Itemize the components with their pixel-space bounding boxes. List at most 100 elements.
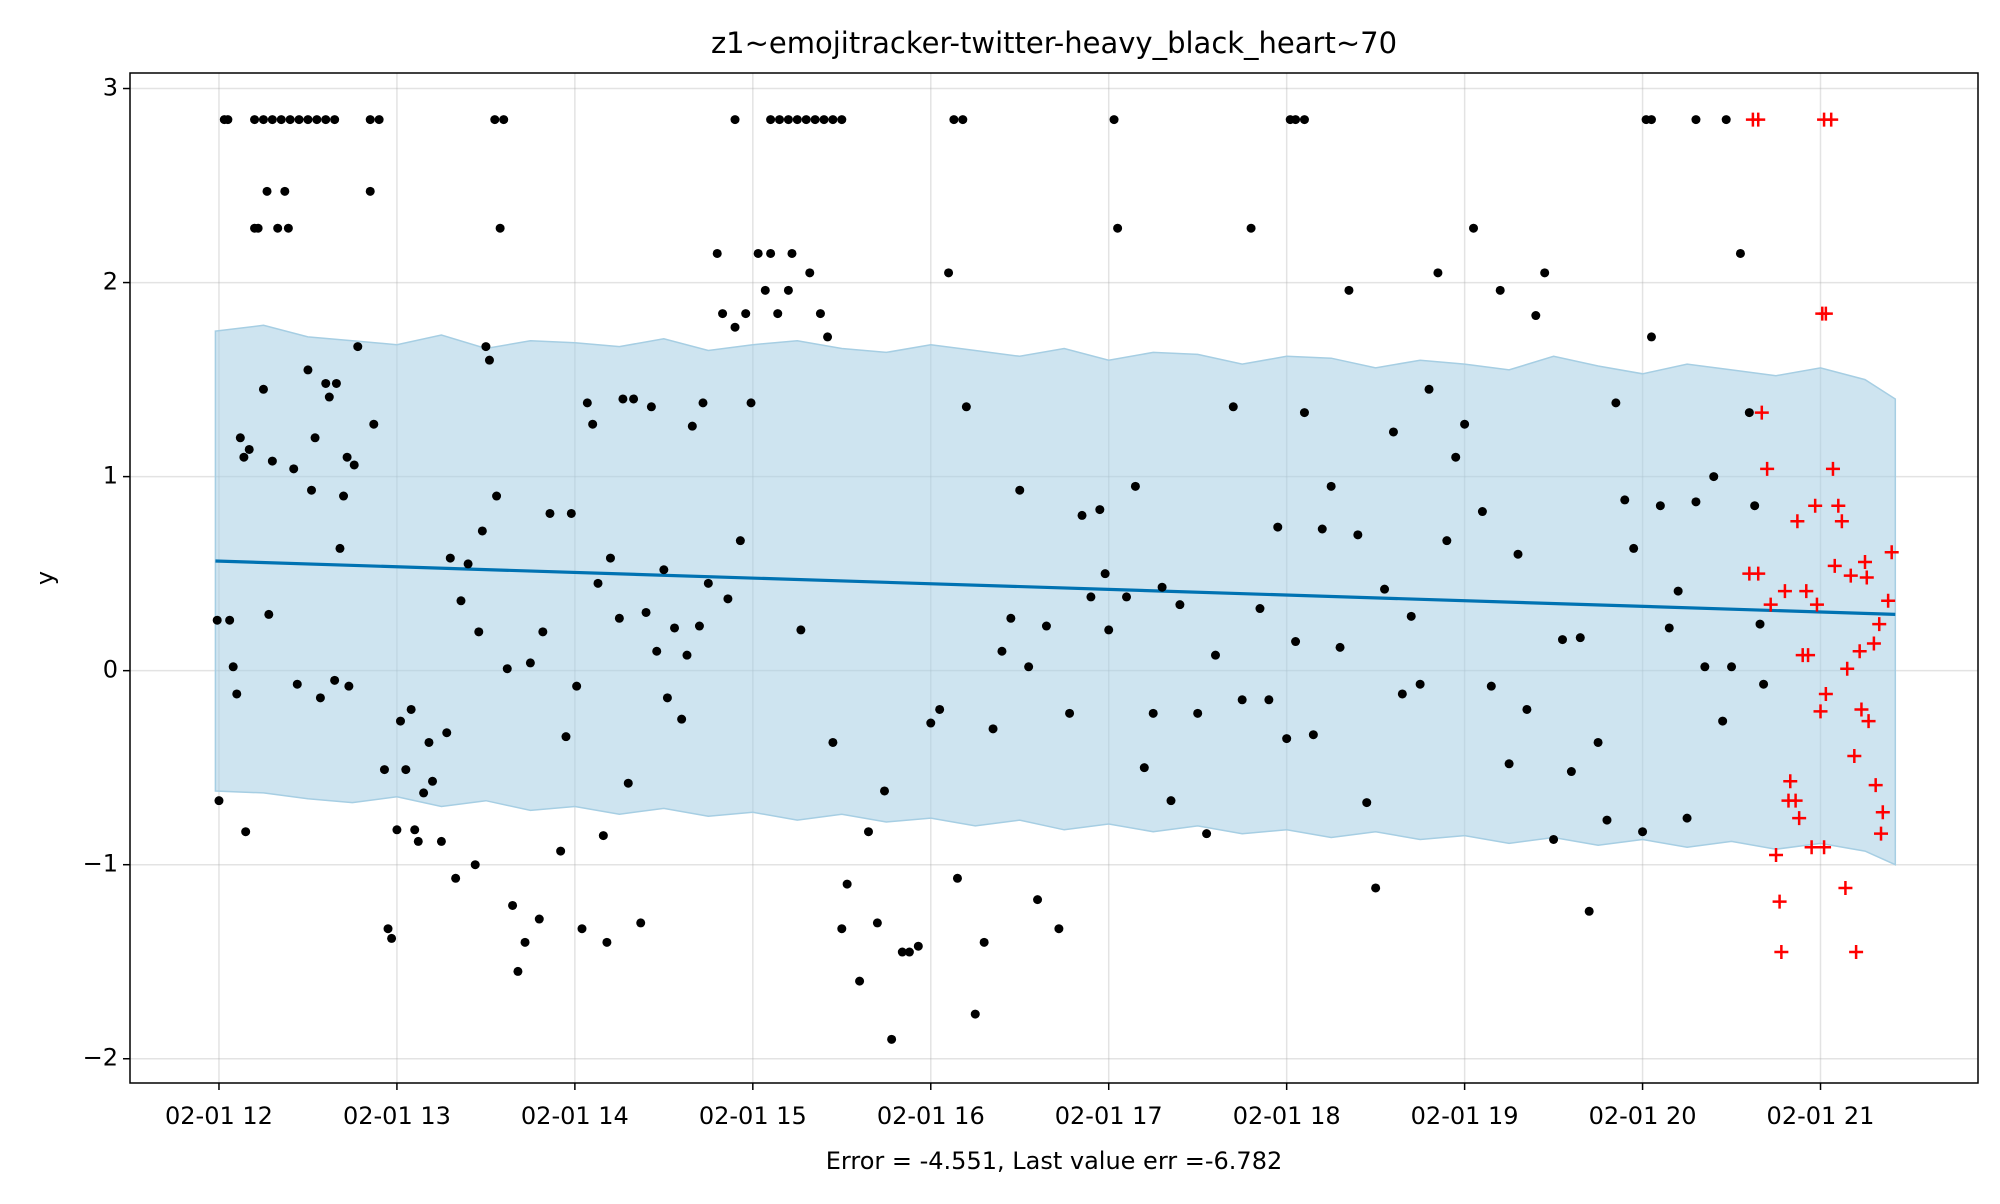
point: [1104, 625, 1114, 635]
point: [342, 452, 352, 462]
point: [1139, 763, 1149, 773]
point: [1673, 586, 1683, 596]
point: [406, 704, 416, 714]
point: [303, 365, 313, 375]
point: [481, 342, 491, 352]
point: [1721, 115, 1731, 125]
point: [796, 625, 806, 635]
point: [1291, 115, 1301, 125]
point: [753, 248, 763, 258]
point: [451, 873, 461, 883]
plus-point: [1854, 702, 1869, 717]
point: [652, 646, 662, 656]
point: [244, 444, 254, 454]
point: [1246, 223, 1256, 233]
point: [766, 115, 776, 125]
point: [1033, 895, 1043, 905]
point: [904, 947, 914, 957]
point: [235, 433, 245, 443]
point: [961, 402, 971, 412]
point: [970, 1009, 980, 1019]
point: [470, 860, 480, 870]
x-axis-label: Error = -4.551, Last value err =-6.782: [826, 1147, 1282, 1175]
point: [365, 186, 375, 196]
point: [775, 115, 785, 125]
point: [1495, 285, 1505, 295]
plus-point: [1872, 617, 1887, 632]
plus-point: [1790, 514, 1805, 529]
point: [1397, 689, 1407, 699]
point: [1371, 883, 1381, 893]
point: [730, 322, 740, 332]
point: [949, 115, 959, 125]
point: [1691, 497, 1701, 507]
chart-title: z1~emojitracker-twitter-heavy_black_hear…: [711, 26, 1397, 60]
point: [1549, 834, 1559, 844]
point: [1442, 536, 1452, 546]
plus-point: [1843, 568, 1858, 583]
point: [1718, 716, 1728, 726]
plus-point: [1838, 880, 1853, 895]
point: [766, 248, 776, 258]
point: [662, 693, 672, 703]
point: [641, 607, 651, 617]
point: [1469, 223, 1479, 233]
point: [324, 392, 334, 402]
point: [315, 693, 325, 703]
point: [801, 115, 811, 125]
point: [502, 664, 512, 674]
point: [353, 342, 363, 352]
plus-point: [1868, 778, 1883, 793]
point: [1308, 730, 1318, 740]
plus-point: [1881, 593, 1896, 608]
x-tick-label: 02-01 16: [877, 1102, 985, 1130]
point: [262, 186, 272, 196]
point: [1210, 650, 1220, 660]
point: [232, 689, 242, 699]
point: [1282, 734, 1292, 744]
point: [463, 559, 473, 569]
x-tick-label: 02-01 19: [1411, 1102, 1519, 1130]
point: [383, 924, 393, 934]
point: [730, 115, 740, 125]
point: [629, 394, 639, 404]
point: [556, 846, 566, 856]
point: [1299, 115, 1309, 125]
point: [792, 115, 802, 125]
plus-point: [1847, 749, 1862, 764]
point: [1415, 679, 1425, 689]
point: [280, 186, 290, 196]
point: [1264, 695, 1274, 705]
plus-point: [1827, 558, 1842, 573]
point: [582, 398, 592, 408]
point: [1041, 621, 1051, 631]
x-tick-label: 02-01 13: [343, 1102, 451, 1130]
point: [264, 609, 274, 619]
point: [783, 285, 793, 295]
point: [1629, 543, 1639, 553]
point: [513, 966, 523, 976]
point: [223, 115, 233, 125]
point: [842, 879, 852, 889]
plus-point: [1866, 636, 1881, 651]
point: [283, 223, 293, 233]
point: [760, 285, 770, 295]
point: [1575, 633, 1585, 643]
point: [474, 627, 484, 637]
point: [659, 565, 669, 575]
point: [1727, 662, 1737, 672]
point: [979, 937, 989, 947]
point: [445, 553, 455, 563]
y-tick-label: −1: [83, 850, 118, 878]
point: [1638, 827, 1648, 837]
point: [330, 675, 340, 685]
point: [225, 615, 235, 625]
plus-point: [1859, 570, 1874, 585]
point: [294, 115, 304, 125]
point: [618, 394, 628, 404]
plus-point: [1772, 894, 1787, 909]
point: [646, 402, 656, 412]
x-tick-label: 02-01 17: [1055, 1102, 1163, 1130]
point: [349, 460, 359, 470]
point: [1646, 332, 1656, 342]
